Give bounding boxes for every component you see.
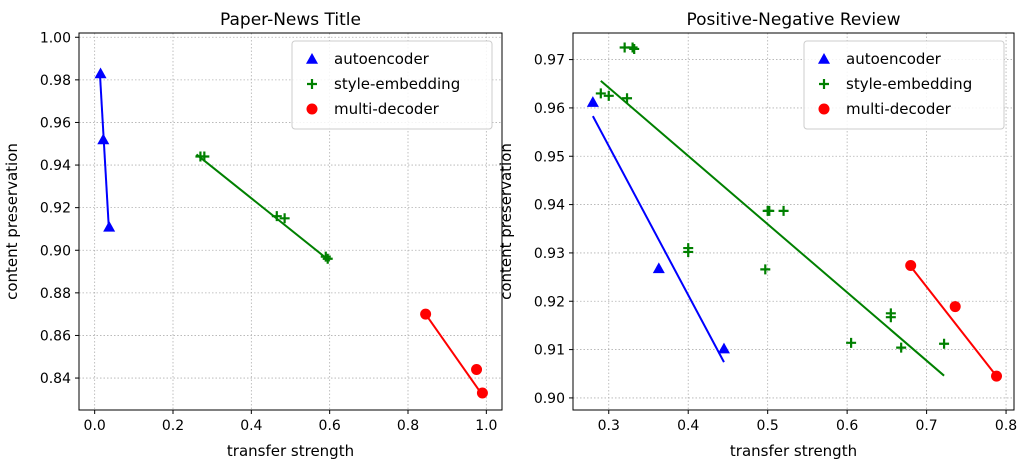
panel-2-axes-frame <box>572 32 1015 411</box>
panel-2-style-embedding-point <box>846 337 857 348</box>
panel-1-legend-label-style-embedding: style-embedding <box>334 75 460 93</box>
panel-2-legend-marker-style-embedding <box>819 79 829 89</box>
panel-2-y-tick-label: 0.92 <box>534 294 565 310</box>
panel-2-y-tick-label: 0.97 <box>534 53 565 69</box>
panel-2-style-embedding-point <box>760 264 771 275</box>
panel-2-y-tick-label: 0.93 <box>534 246 565 262</box>
panel-2-y-tick-label: 0.96 <box>534 101 565 117</box>
panel-1-multi-decoder-fit-line <box>424 313 484 396</box>
panel-2-style-embedding-point <box>603 90 614 101</box>
panel-1: 0.0 0.2 0.4 0.6 0.8 1.0 0.84 0.86 0.88 0.90 0.92 0.… <box>3 10 503 460</box>
panel-2-title: Positive-Negative Review <box>686 10 900 30</box>
panel-1-legend: autoencoder style-embedding multi-decoder <box>291 40 493 130</box>
panel-1-style-embedding-fit-line <box>195 153 331 262</box>
panel-1-y-tick-label: 0.84 <box>40 371 71 387</box>
panel-1-legend-label-autoencoder: autoencoder <box>334 50 430 68</box>
panel-1-x-tick-label: 0.2 <box>162 418 184 434</box>
panel-1-legend-marker-autoencoder <box>306 53 318 64</box>
panel-2-multi-decoder-point <box>991 370 1003 382</box>
panel-1-title: Paper-News Title <box>220 10 361 30</box>
panel-1-y-tick-label: 0.98 <box>40 73 71 89</box>
panel-1-y-tick-label: 0.88 <box>40 286 71 302</box>
panel-2-legend-label-autoencoder: autoencoder <box>846 50 942 68</box>
panel-2-multi-decoder-point <box>949 301 961 313</box>
panel-1-autoencoder-point <box>103 220 116 232</box>
panel-1-x-tick-label: 0.6 <box>319 418 341 434</box>
panel-2-style-embedding-point <box>627 42 638 53</box>
panel-2-x-tick-label: 0.4 <box>677 418 699 434</box>
panel-1-multi-decoder-point <box>420 308 432 320</box>
panel-2-style-embedding-point <box>939 338 950 349</box>
panel-2-style-embedding-point <box>885 312 896 323</box>
panel-2-x-tick-label: 0.7 <box>915 418 937 434</box>
panel-2-autoencoder-fit-line <box>591 115 725 363</box>
panel-2-y-tick-label: 0.94 <box>534 198 565 214</box>
panel-1-style-embedding-point <box>271 211 282 222</box>
panel-2-style-embedding-fit-line <box>600 80 945 377</box>
panel-2-y-tick-label: 0.91 <box>534 343 565 359</box>
panel-2-y-axis-label: content preservation <box>497 143 515 300</box>
panel-2-autoencoder-point <box>652 262 665 274</box>
panel-2-multi-decoder-fit-line <box>909 265 998 377</box>
panel-2-y-tick-label: 0.95 <box>534 149 565 165</box>
panel-2-x-tick-label: 0.8 <box>995 418 1017 434</box>
panel-2-style-embedding-point <box>764 205 775 216</box>
panel-1-autoencoder-point <box>97 133 110 145</box>
panel-1-legend-marker-multi-decoder <box>306 103 318 115</box>
panel-2-autoencoder-point <box>717 342 730 354</box>
panel-1-style-embedding-point <box>199 151 210 162</box>
panel-1-axes-frame <box>78 32 503 411</box>
panel-2-autoencoder-point <box>586 96 599 107</box>
panel-1-y-tick-label: 0.92 <box>40 201 71 217</box>
panel-1-x-tick-label: 0.8 <box>397 418 419 434</box>
panel-2-y-tick-label: 0.90 <box>534 391 565 407</box>
panel-1-legend-box <box>291 40 493 130</box>
panel-1-autoencoder-point <box>94 67 107 79</box>
panel-2: 0.3 0.4 0.5 0.6 0.7 0.8 0.90 0.91 0.92 0.93 0.94 0.… <box>497 10 1017 460</box>
panel-1-y-tick-label: 0.94 <box>40 158 71 174</box>
panel-2-style-embedding-point <box>622 93 633 104</box>
panel-2-x-tick-label: 0.6 <box>836 418 858 434</box>
panel-2-legend-label-multi-decoder: multi-decoder <box>846 100 952 118</box>
panel-1-legend-label-multi-decoder: multi-decoder <box>334 100 440 118</box>
panel-2-style-embedding-point <box>896 342 907 353</box>
panel-1-y-tick-label: 0.96 <box>40 115 71 131</box>
panel-2-style-embedding-point <box>629 43 640 54</box>
panel-2-style-embedding-point <box>683 246 694 257</box>
panel-2-legend: autoencoder style-embedding multi-decoder <box>803 40 1005 130</box>
panel-2-legend-marker-multi-decoder <box>818 103 830 115</box>
panel-2-style-embedding-point <box>595 88 606 99</box>
panel-2-legend-label-style-embedding: style-embedding <box>846 75 972 93</box>
panel-1-style-embedding-point <box>320 251 331 262</box>
panel-1-multi-decoder-point <box>471 364 483 376</box>
panel-1-y-tick-label: 0.86 <box>40 328 71 344</box>
panel-2-style-embedding-point <box>778 205 789 216</box>
panel-2-x-tick-label: 0.3 <box>598 418 620 434</box>
panel-2-legend-marker-autoencoder <box>818 53 830 64</box>
panel-2-legend-box <box>803 40 1005 130</box>
panel-1-legend-marker-style-embedding <box>307 79 317 89</box>
panel-1-x-tick-label: 0.0 <box>84 418 106 434</box>
panel-1-autoencoder-fit-line <box>99 77 110 227</box>
panel-1-x-axis-label: transfer strength <box>227 442 354 460</box>
panel-1-style-embedding-point <box>279 213 290 224</box>
panel-1-y-axis-label: content preservation <box>3 143 21 300</box>
panel-2-multi-decoder-point <box>905 259 917 271</box>
panel-1-style-embedding-point <box>322 253 333 264</box>
panel-1-multi-decoder-point <box>476 387 488 399</box>
panel-1-x-tick-label: 1.0 <box>475 418 497 434</box>
panel-1-x-tick-label: 0.4 <box>240 418 262 434</box>
panel-1-y-tick-label: 0.90 <box>40 243 71 259</box>
panel-2-x-axis-label: transfer strength <box>730 442 857 460</box>
panel-2-x-tick-label: 0.5 <box>757 418 779 434</box>
panel-1-y-tick-label: 1.00 <box>40 30 71 46</box>
